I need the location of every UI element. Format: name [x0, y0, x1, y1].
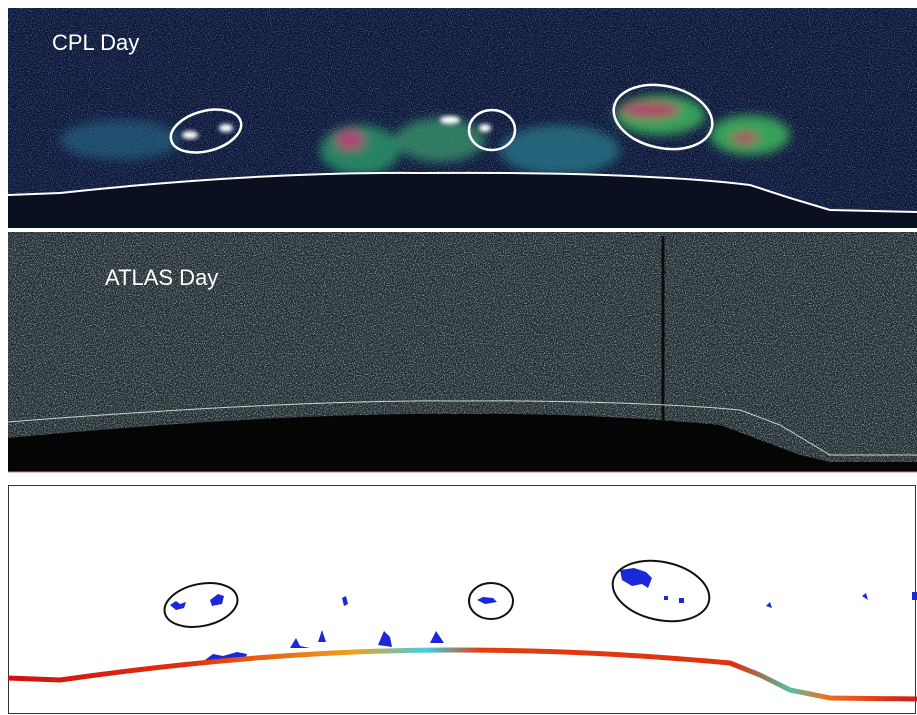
- highlight-ellipses: [169, 83, 714, 154]
- cloud-detections: [170, 568, 917, 664]
- panel-background: [8, 485, 916, 714]
- surface-line: [7, 400, 917, 456]
- ellipse: [612, 83, 714, 151]
- bright-cloud: [182, 116, 491, 139]
- retrieval-panel: [7, 485, 917, 714]
- ellipse: [169, 108, 243, 154]
- ellipse: [467, 108, 517, 152]
- cpl-panel: CPL Day: [7, 8, 917, 228]
- ellipse: [163, 582, 239, 628]
- atlas-panel: ATLAS Day: [7, 232, 917, 473]
- terrain: [8, 172, 917, 228]
- ellipse: [468, 582, 514, 620]
- surface-line: [7, 647, 917, 702]
- cloud-layer: [60, 95, 790, 175]
- highlight-ellipses: [163, 559, 711, 628]
- panel-label: CPL Day: [52, 30, 139, 55]
- surface-line: [7, 171, 917, 213]
- panel-label: ATLAS Day: [105, 265, 218, 290]
- terrain: [8, 413, 917, 472]
- ellipse: [611, 559, 711, 623]
